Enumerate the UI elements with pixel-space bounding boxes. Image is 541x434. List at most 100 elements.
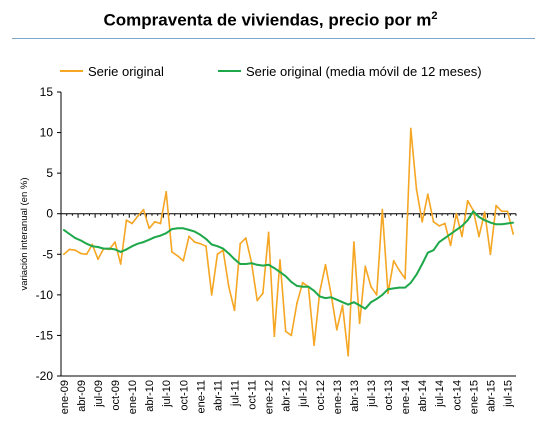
data-point-moving-average: [409, 281, 412, 284]
data-point-moving-average: [165, 232, 168, 235]
data-point-original: [455, 212, 458, 215]
data-point-original: [273, 335, 276, 338]
data-point-moving-average: [301, 285, 304, 288]
x-tick-label: jul-12: [298, 380, 310, 408]
data-point-original: [415, 188, 418, 191]
data-point-original: [364, 265, 367, 268]
data-point-original: [182, 259, 185, 262]
data-point-original: [171, 250, 173, 253]
data-point-original: [227, 285, 230, 288]
title-underline: [12, 38, 535, 39]
data-point-moving-average: [102, 247, 105, 250]
axes: 15 10 5 0 -5 -10 -15 -20 ene-09 abr-09 jul-09 oct-0…: [19, 85, 517, 414]
data-point-moving-average: [489, 221, 492, 224]
data-point-moving-average: [444, 237, 446, 239]
data-point-moving-average: [449, 233, 452, 235]
data-point-moving-average: [199, 233, 202, 236]
data-point-moving-average: [335, 298, 338, 301]
y-tick-label: -20: [36, 369, 54, 383]
data-point-moving-average: [324, 297, 327, 300]
data-point-original: [353, 241, 355, 244]
data-point-moving-average: [461, 224, 463, 227]
y-tick-label: 15: [40, 85, 54, 99]
data-point-original: [188, 235, 190, 238]
data-point-original: [142, 208, 145, 211]
data-point-moving-average: [91, 245, 94, 248]
y-tick-label: -5: [42, 247, 53, 261]
x-tick-label: jul-13: [366, 380, 378, 408]
data-point-original: [489, 253, 492, 256]
x-tick-label: abr-09: [76, 380, 88, 412]
data-point-moving-average: [438, 241, 441, 244]
data-point-original: [68, 248, 71, 251]
data-point-original: [398, 269, 401, 272]
data-point-original: [205, 245, 207, 248]
data-point-moving-average: [432, 249, 435, 252]
data-point-original: [341, 304, 344, 307]
data-point-original: [165, 190, 168, 193]
chart-title-superscript: 2: [431, 10, 438, 22]
data-point-original: [125, 219, 128, 222]
data-point-moving-average: [330, 296, 333, 299]
data-point-moving-average: [284, 275, 287, 278]
data-point-moving-average: [114, 248, 116, 251]
x-tick-label: jul-15: [502, 380, 514, 408]
data-point-moving-average: [506, 222, 509, 225]
data-point-moving-average: [307, 285, 310, 288]
data-point-moving-average: [239, 263, 242, 265]
data-point-moving-average: [153, 236, 156, 239]
x-tick-label: ene-10: [127, 380, 139, 414]
data-point-moving-average: [136, 242, 139, 245]
data-point-moving-average: [216, 245, 219, 248]
data-point-moving-average: [210, 243, 213, 246]
data-point-moving-average: [244, 263, 247, 265]
data-point-moving-average: [500, 223, 503, 226]
data-point-moving-average: [290, 280, 293, 283]
data-point-original: [387, 292, 389, 295]
data-point-original: [210, 293, 213, 296]
data-point-original: [335, 328, 338, 331]
data-point-moving-average: [176, 227, 179, 230]
data-point-moving-average: [119, 250, 122, 253]
data-point-original: [375, 293, 378, 296]
data-point-original: [131, 222, 133, 225]
data-point-original: [483, 211, 486, 213]
x-tick-label: abr-10: [144, 380, 156, 412]
data-point-moving-average: [296, 285, 298, 287]
data-point-original: [256, 299, 259, 302]
data-point-moving-average: [455, 229, 458, 231]
data-point-moving-average: [222, 247, 224, 250]
data-point-original: [262, 292, 264, 295]
data-point-moving-average: [68, 233, 71, 235]
x-tick-label: oct-10: [178, 380, 190, 411]
data-point-original: [318, 290, 321, 293]
data-point-original: [324, 263, 327, 266]
x-tick-label: jul-10: [161, 380, 173, 408]
data-point-original: [62, 253, 65, 256]
data-point-moving-average: [227, 252, 230, 255]
data-point-original: [216, 253, 219, 256]
data-point-moving-average: [387, 288, 389, 291]
data-point-moving-average: [142, 241, 145, 244]
data-point-moving-average: [125, 248, 128, 251]
data-point-original: [347, 354, 350, 357]
data-point-original: [500, 210, 503, 213]
data-point-original: [114, 241, 116, 244]
y-tick-label: -15: [36, 328, 54, 342]
data-point-moving-average: [313, 289, 315, 292]
data-point-original: [176, 255, 179, 257]
x-tick-label: jul-09: [93, 380, 105, 408]
data-point-original: [267, 231, 270, 234]
x-tick-label: jul-14: [434, 380, 446, 408]
data-point-original: [381, 208, 384, 211]
data-point-moving-average: [426, 251, 429, 254]
data-point-original: [358, 322, 361, 325]
series-line-original: [63, 127, 514, 357]
data-point-moving-average: [375, 298, 378, 300]
x-tick-label: jul-11: [229, 380, 241, 407]
data-point-moving-average: [62, 229, 65, 231]
data-point-moving-average: [80, 239, 82, 242]
x-tick-label: abr-15: [485, 380, 497, 412]
legend-label: Serie original (media móvil de 12 meses): [246, 64, 482, 79]
x-tick-label: abr-11: [212, 380, 224, 411]
